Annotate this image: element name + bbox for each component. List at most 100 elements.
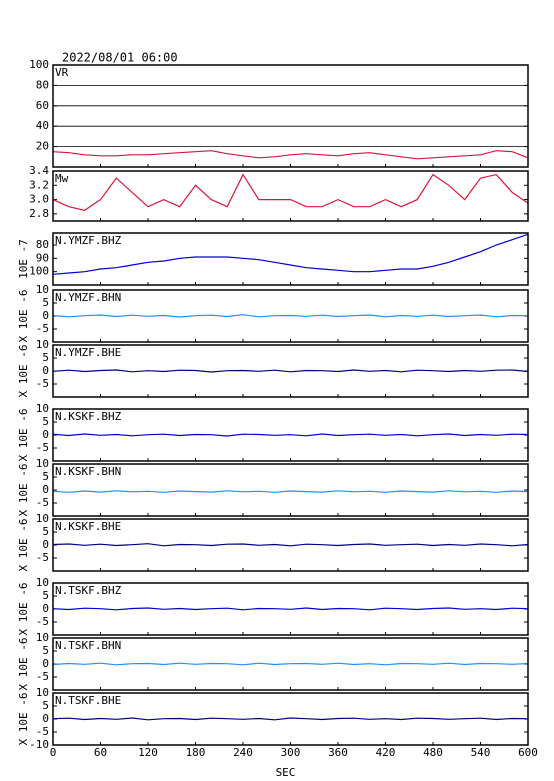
- y-axis-label: X 10E -6: [17, 583, 30, 636]
- y-axis-label: X 10E -6: [17, 409, 30, 462]
- panel-label: N.YMZF.BHE: [55, 346, 121, 359]
- x-tick-label: 480: [423, 746, 443, 759]
- panel-frame: [52, 232, 529, 286]
- y-tick-label: 100: [29, 58, 49, 71]
- panel-frame: [52, 463, 529, 517]
- x-tick-label: 0: [50, 746, 57, 759]
- panel-label: N.TSKF.BHN: [55, 639, 121, 652]
- x-tick-label: 540: [471, 746, 491, 759]
- y-tick-label: 40: [36, 119, 49, 132]
- y-tick-label: -5: [36, 670, 49, 683]
- y-tick-label: 0: [42, 483, 49, 496]
- y-tick-label: 10: [36, 576, 49, 589]
- data-line: [52, 433, 529, 437]
- x-tick-label: 300: [281, 746, 301, 759]
- y-tick-label: -5: [36, 725, 49, 738]
- y-tick-label: -10: [29, 738, 49, 751]
- y-tick-label: 5: [42, 470, 49, 483]
- data-line: [52, 150, 529, 160]
- y-tick-label: 100: [29, 265, 49, 278]
- y-tick-label: 5: [42, 699, 49, 712]
- data-line: [52, 173, 529, 211]
- panel-frame: [52, 582, 529, 636]
- data-line: [52, 369, 529, 373]
- y-tick-label: 0: [42, 712, 49, 725]
- panel-frame: [52, 692, 529, 746]
- data-line: [52, 314, 529, 318]
- panel-label: Mw: [55, 172, 69, 185]
- y-tick-label: 3.2: [29, 178, 49, 191]
- x-axis-label: SEC: [276, 766, 296, 779]
- y-tick-label: 0: [42, 602, 49, 615]
- panel-label: N.KSKF.BHN: [55, 465, 121, 478]
- data-line: [52, 233, 529, 275]
- y-axis-label: X 10E -6: [17, 638, 30, 691]
- panel-frame: [52, 64, 529, 168]
- y-axis-label: X 10E -6: [17, 693, 30, 746]
- y-tick-label: -5: [36, 377, 49, 390]
- y-tick-label: 10: [36, 686, 49, 699]
- y-axis-label: X 10E -6: [17, 290, 30, 343]
- panel-frame: [52, 170, 529, 222]
- x-tick-label: 420: [376, 746, 396, 759]
- y-tick-label: 3.4: [29, 164, 49, 177]
- y-axis-label: X 10E -6: [17, 464, 30, 517]
- y-tick-label: 10: [36, 338, 49, 351]
- x-tick-label: 60: [94, 746, 107, 759]
- y-tick-label: 10: [36, 402, 49, 415]
- y-tick-label: 60: [36, 99, 49, 112]
- x-tick-label: 120: [138, 746, 158, 759]
- data-line: [52, 662, 529, 666]
- y-tick-label: 5: [42, 351, 49, 364]
- panel-label: N.TSKF.BHZ: [55, 584, 122, 597]
- y-tick-label: 80: [36, 78, 49, 91]
- y-tick-label: 2.8: [29, 207, 49, 220]
- y-tick-label: -5: [36, 441, 49, 454]
- data-line: [52, 717, 529, 721]
- panel-label: N.KSKF.BHZ: [55, 410, 122, 423]
- panel-label: N.TSKF.BHE: [55, 694, 121, 707]
- y-tick-label: -5: [36, 551, 49, 564]
- data-line: [52, 490, 529, 493]
- y-tick-label: -5: [36, 322, 49, 335]
- panel-label: VR: [55, 66, 69, 79]
- panel-frame: [52, 344, 529, 398]
- y-tick-label: 10: [36, 512, 49, 525]
- panel-frame: [52, 289, 529, 343]
- y-axis-label: 10E -7: [17, 239, 30, 279]
- y-tick-label: -5: [36, 496, 49, 509]
- y-tick-label: 5: [42, 525, 49, 538]
- panel-label: N.YMZF.BHZ: [55, 234, 122, 247]
- y-tick-label: 90: [36, 251, 49, 264]
- panel-frame: [52, 637, 529, 691]
- x-tick-label: 360: [328, 746, 348, 759]
- chart-title: 2022/08/01 06:00: [62, 51, 178, 65]
- panel-label: N.YMZF.BHN: [55, 291, 121, 304]
- x-tick-label: 240: [233, 746, 253, 759]
- y-tick-label: 3.0: [29, 193, 49, 206]
- panel-label: N.KSKF.BHE: [55, 520, 121, 533]
- y-tick-label: 5: [42, 589, 49, 602]
- y-axis-label: X 10E -6: [17, 519, 30, 572]
- y-tick-label: 0: [42, 309, 49, 322]
- data-line: [52, 543, 529, 547]
- x-tick-label: 600: [518, 746, 538, 759]
- y-tick-label: 80: [36, 238, 49, 251]
- y-tick-label: 5: [42, 296, 49, 309]
- y-tick-label: 5: [42, 644, 49, 657]
- x-tick-label: 180: [186, 746, 206, 759]
- y-tick-label: 20: [36, 140, 49, 153]
- y-tick-label: 0: [42, 538, 49, 551]
- y-axis-label: X 10E -6: [17, 345, 30, 398]
- panel-frame: [52, 408, 529, 462]
- y-tick-label: 0: [42, 364, 49, 377]
- y-tick-label: 0: [42, 428, 49, 441]
- data-line: [52, 607, 529, 611]
- y-tick-label: 5: [42, 415, 49, 428]
- panel-frame: [52, 518, 529, 572]
- y-tick-label: -5: [36, 615, 49, 628]
- y-tick-label: 10: [36, 631, 49, 644]
- y-tick-label: 10: [36, 457, 49, 470]
